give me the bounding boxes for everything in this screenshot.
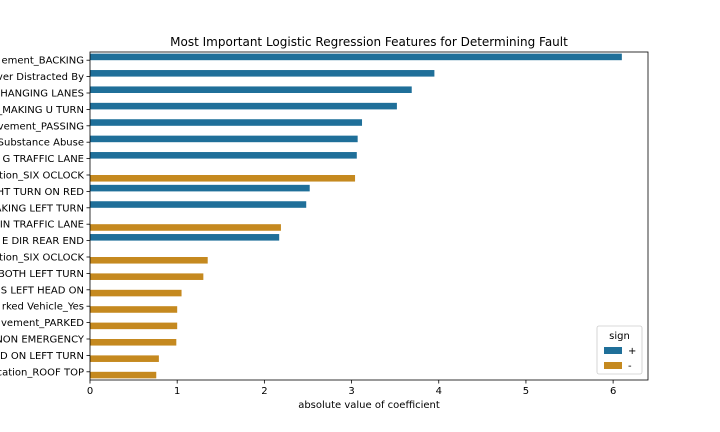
bar-positive <box>90 53 622 61</box>
y-tick-label: cation_ROOF TOP <box>0 367 84 378</box>
bar-negative <box>90 273 204 280</box>
bar-positive <box>90 119 363 126</box>
y-tick-label: S LEFT HEAD ON <box>1 285 84 296</box>
bar-positive <box>90 135 358 143</box>
legend-swatch <box>604 362 622 369</box>
y-tick-label: AKING LEFT TURN <box>0 203 84 214</box>
legend-title: sign <box>609 331 630 342</box>
bar-negative <box>90 175 356 182</box>
y-tick-label: ement_BACKING <box>1 56 84 67</box>
bar-positive <box>90 184 310 192</box>
y-tick-label: IN TRAFFIC LANE <box>0 220 84 231</box>
legend-entry-label: + <box>628 346 636 357</box>
y-tick-label: E DIR REAR END <box>2 236 84 247</box>
bar-positive <box>90 201 307 208</box>
y-tick-label: HANGING LANES <box>0 89 84 100</box>
y-tick-label: NON EMERGENCY <box>0 335 85 346</box>
y-tick-label: Substance Abuse <box>0 138 84 149</box>
y-tick-label: ver Distracted By <box>0 72 84 83</box>
bars-group <box>90 53 622 379</box>
bar-negative <box>90 339 177 346</box>
x-tick-label: 2 <box>261 386 267 397</box>
legend: sign + - <box>596 325 643 375</box>
bar-negative <box>90 322 178 330</box>
y-tick-label: D ON LEFT TURN <box>0 351 84 362</box>
axes-frame <box>89 51 649 381</box>
bar-positive <box>90 234 280 241</box>
legend-swatch <box>604 347 622 354</box>
y-tick-label: tion_SIX OCLOCK <box>0 171 84 182</box>
y-tick-label: _MAKING U TURN <box>0 105 84 116</box>
x-tick-label: 4 <box>436 386 442 397</box>
bar-positive <box>90 102 397 110</box>
bar-positive <box>90 86 412 93</box>
y-tick-label: rked Vehicle_Yes <box>2 302 84 313</box>
bar-negative <box>90 355 159 362</box>
x-tick-label: 0 <box>87 386 93 397</box>
y-tick-label: ation_SIX OCLOCK <box>0 253 84 264</box>
x-axis-ticks: 0 1 2 3 4 5 6 <box>87 380 616 397</box>
x-tick-label: 1 <box>174 386 180 397</box>
x-axis-label: absolute value of coefficient <box>298 400 440 411</box>
bar-positive <box>90 70 435 77</box>
legend-entry-label: - <box>628 361 632 372</box>
chart-title: Most Important Logistic Regression Featu… <box>170 35 568 49</box>
bar-positive <box>90 152 357 159</box>
bar-negative <box>90 257 208 264</box>
y-tick-label: BOTH LEFT TURN <box>0 269 84 280</box>
x-tick-label: 3 <box>348 386 354 397</box>
bar-negative <box>90 306 178 313</box>
x-tick-label: 6 <box>610 386 616 397</box>
x-tick-label: 5 <box>523 386 529 397</box>
bar-negative <box>90 371 157 379</box>
bar-negative <box>90 289 182 297</box>
bar-negative <box>90 224 281 231</box>
y-tick-label: HT TURN ON RED <box>0 187 84 198</box>
y-tick-label: vement_PARKED <box>1 318 84 329</box>
y-tick-label: vement_PASSING <box>0 121 84 132</box>
y-tick-label: G TRAFFIC LANE <box>3 154 84 165</box>
